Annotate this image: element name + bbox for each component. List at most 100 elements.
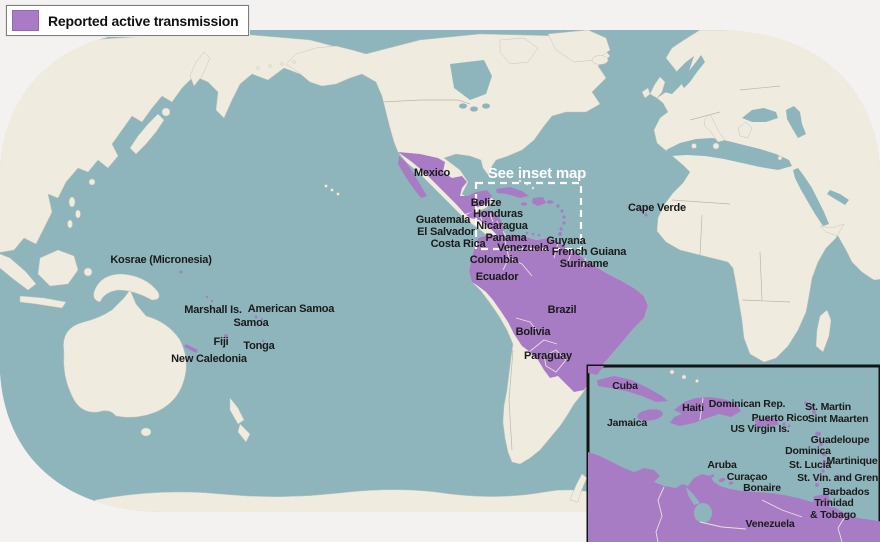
- tonga-dot-2: [260, 344, 264, 348]
- antilles-dot-3: [562, 215, 566, 219]
- hawaii-1: [324, 184, 328, 188]
- inset-lake-maracaibo: [694, 503, 712, 523]
- antilles-dot-1: [556, 204, 560, 208]
- inset-map-labels: Cuba Haiti Dominican Rep. Jamaica Puerto Ric…: [607, 380, 880, 530]
- map-label-cape-verde: Cape Verde: [628, 202, 686, 214]
- inset-barbados: [835, 474, 841, 480]
- inset-grenadines-2: [817, 478, 821, 482]
- map-label-haiti: Haiti: [682, 402, 704, 414]
- new-guinea-island: [93, 273, 160, 303]
- caspian-sea: [786, 106, 806, 138]
- sakhalin-island: [189, 51, 211, 87]
- chile-argentina-border: [508, 349, 514, 451]
- inset-content: [588, 366, 880, 542]
- philippines-2: [75, 209, 81, 219]
- new-zealand-north: [229, 397, 245, 425]
- taiwan-island: [88, 178, 96, 186]
- mexico-highlight: [398, 152, 492, 214]
- red-sea: [793, 168, 829, 226]
- great-lake-1: [459, 103, 467, 109]
- map-label-mexico: Mexico: [414, 167, 451, 179]
- new-zealand-south: [237, 423, 251, 443]
- great-lake-3: [482, 103, 490, 109]
- inset-bahamas-1: [669, 369, 675, 375]
- map-label-guatemala: Guatemala: [416, 214, 472, 226]
- aleutian-island-2: [268, 64, 272, 68]
- map-label-cuba: Cuba: [612, 380, 638, 392]
- new-caledonia-island: [184, 344, 198, 353]
- philippines-3: [67, 219, 73, 229]
- map-label-american-samoa: American Samoa: [248, 303, 336, 315]
- marshall-dot-1: [205, 295, 209, 299]
- inset-usvi-1: [782, 422, 786, 426]
- bahamas-1: [518, 179, 522, 183]
- map-label-dominica: Dominica: [785, 445, 831, 457]
- sumatra-island: [0, 251, 37, 291]
- inset-puerto-rico: [754, 418, 779, 427]
- aleutian-island-3: [280, 62, 284, 66]
- map-label-st-lucia: St. Lucia: [789, 459, 831, 471]
- abc-dot-2: [531, 232, 535, 236]
- aleutian-island-4: [292, 60, 296, 64]
- hawaii-2: [330, 188, 334, 192]
- map-label-venezuela: Venezuela: [746, 518, 795, 530]
- java-island: [19, 295, 67, 309]
- map-label-martinique: Martinique: [826, 455, 877, 467]
- inset-jamaica: [637, 409, 663, 421]
- eurafrica-landmass: [653, 30, 880, 363]
- inset-bahamas-3: [695, 379, 699, 383]
- inset-maracaibo-channel: [686, 487, 700, 505]
- inset-aruba: [709, 474, 715, 478]
- madagascar: [815, 309, 832, 353]
- map-label-sint-maarten: Sint Maarten: [808, 413, 869, 425]
- map-label-tonga: Tonga: [243, 340, 275, 352]
- baja-california-highlight: [398, 156, 427, 198]
- inset-source-box: [474, 181, 583, 251]
- inset-st-martin: [804, 401, 808, 405]
- great-lake-2: [470, 106, 478, 112]
- map-label-bonaire: Bonaire: [743, 482, 781, 494]
- inset-grenada: [815, 483, 819, 487]
- map-label-bolivia: Bolivia: [516, 326, 552, 338]
- map-label-honduras: Honduras: [473, 208, 523, 220]
- see-inset-note: See inset map: [488, 165, 586, 182]
- greece: [737, 121, 753, 139]
- antilles-dot-2: [560, 209, 564, 213]
- map-label-st-martin: St. Martin: [805, 401, 851, 413]
- map-label-guyana: Guyana: [546, 235, 586, 247]
- marshall-dot-2: [210, 299, 214, 303]
- italy-peninsula: [703, 113, 726, 143]
- map-label-guadeloupe: Guadeloupe: [811, 434, 870, 446]
- hudson-bay: [450, 60, 492, 100]
- tonga-dot-1: [261, 339, 265, 343]
- map-label-el-salvador: El Salvador: [417, 226, 476, 238]
- map-label-aruba: Aruba: [707, 459, 737, 471]
- map-label-ecuador: Ecuador: [476, 271, 520, 283]
- inset-barbuda: [810, 404, 814, 408]
- map-label-colombia: Colombia: [470, 254, 520, 266]
- australia-landmass: [63, 289, 187, 418]
- south-america-highlight: [469, 234, 648, 392]
- map-label-cura-ao: Curaçao: [727, 471, 768, 483]
- hispaniola-highlight: [532, 197, 546, 206]
- map-label-french-guiana: French Guiana: [552, 246, 627, 258]
- puerto-rico-highlight: [546, 200, 554, 204]
- central-america-borders: [477, 210, 514, 249]
- map-label-suriname: Suriname: [560, 258, 609, 270]
- fiji-dot-1: [224, 334, 228, 338]
- inset-dominica: [818, 441, 824, 447]
- american-samoa-dot: [260, 317, 264, 321]
- baffin-island: [499, 37, 539, 65]
- hokkaido-island: [161, 107, 171, 117]
- inset-tobago: [829, 489, 833, 493]
- map-label-trinidad: Trinidad: [814, 497, 853, 509]
- abc-dot-3: [537, 233, 541, 237]
- great-britain: [649, 76, 666, 99]
- inset-hispaniola: [670, 397, 741, 426]
- map-label-panama: Panama: [486, 232, 528, 244]
- map-label-brazil: Brazil: [548, 304, 577, 316]
- black-sea: [742, 108, 778, 122]
- greenland: [547, 30, 611, 63]
